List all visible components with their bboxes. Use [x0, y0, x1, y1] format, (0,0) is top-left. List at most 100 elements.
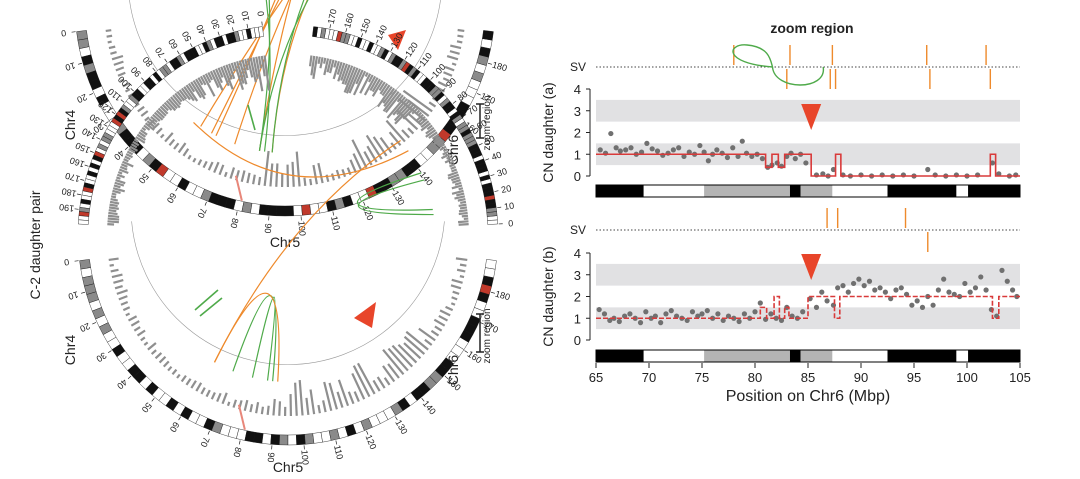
circos-b-chr4-tick-label: 20 — [224, 13, 236, 25]
circos-a-chr5-cn-bar — [388, 131, 402, 147]
circos-b-sv-short-link — [194, 289, 219, 311]
panel-b-data-point — [627, 311, 633, 317]
circos-b-chr6-cn-bar — [451, 176, 460, 182]
panel-b-x-tick-label: 70 — [642, 370, 656, 385]
circos-b-chr5-tick — [178, 416, 181, 421]
circos-b-chr6-cn-bar — [451, 189, 464, 195]
panel-a-data-point — [759, 156, 766, 162]
circos-b-chr5-cn-bar — [433, 318, 446, 327]
panel-b-band — [596, 263, 1020, 286]
circos-b-sv-link — [356, 172, 433, 211]
circos-b-chr4-cn-bar — [181, 87, 191, 101]
circos-b-chr5-tick-label: 0 — [64, 257, 70, 268]
circos-a-chr5-cn-bar — [263, 150, 270, 186]
circos-b-chr5-cn-bar — [120, 300, 129, 306]
panel-b-arrow — [801, 254, 822, 280]
circos-a-chr5-cn-bar — [330, 173, 335, 181]
circos-b-chr5-tick-label: 10 — [67, 289, 79, 301]
circos-b-chr4-tick — [96, 137, 101, 140]
circos-b-chr4-cn-bar — [183, 86, 195, 102]
circos-b-chr4-cn-bar — [108, 206, 119, 210]
circos-a-chr5-tick-label: 80 — [228, 217, 240, 229]
circos-b-chr4-cn-bar — [139, 129, 148, 136]
circos-b-chr6-tick — [471, 128, 475, 131]
circos-b-chr4-tick-label: 90 — [129, 65, 143, 79]
circos-b-chr4-cn-bar — [176, 91, 186, 102]
circos-b-chr4-cn-bar — [246, 58, 254, 78]
circos-b-chr6-cn-bar — [458, 211, 468, 216]
circos-a-chr5-tick — [418, 169, 422, 173]
circos-b-chr6-tick — [478, 143, 483, 146]
circos-b-chr6-cn-bar — [428, 131, 438, 139]
panel-a-data-point — [803, 160, 809, 166]
circos-b-chr4-cn-bar — [174, 92, 183, 103]
panel-b-data-point — [893, 287, 899, 293]
circos-a-chr5-tick-label: 110 — [329, 215, 342, 231]
panel-a-ideogram-band — [800, 185, 833, 197]
circos-a-chr5-tick-label: 20 — [75, 92, 88, 105]
circos-a-chr5-cn-bar — [192, 157, 197, 163]
circos-b-chr5-cn-bar — [336, 391, 344, 408]
panel-a-data-point — [676, 145, 682, 151]
circos-b-chr4-cn-bar — [116, 173, 125, 179]
circos-b-chr6-tick — [360, 33, 364, 38]
circos-a-chr5-cn-bar — [449, 50, 460, 55]
panel-b-x-tick-label: 75 — [695, 370, 709, 385]
circos-b-chr4-cn-bar — [161, 103, 169, 112]
circos-b-chr5-cn-bar — [176, 373, 181, 379]
circos-b-chr6-cn-bar — [344, 65, 354, 86]
circos-b-chr6-cn-bar — [371, 80, 384, 97]
circos-b-chr6-tick — [462, 114, 467, 117]
circos-b-chr6-cn-bar — [319, 57, 324, 69]
panel-b-data-point — [607, 317, 613, 324]
panel-b-data-point — [695, 313, 701, 319]
panel-a-data-point — [644, 140, 650, 146]
circos-b-chr6-cn-bar — [461, 214, 469, 218]
circos-plot-b: 0102030405060708090100110120130140150160… — [59, 8, 515, 465]
circos-b-chr6-cn-bar — [402, 105, 417, 120]
panel-b-data-point — [773, 315, 779, 321]
circos-b-chr4-cn-bar — [117, 171, 123, 175]
circos-b-chr4-cn-bar — [108, 211, 118, 216]
side-label: C-2 daughter pair — [27, 190, 43, 299]
circos-b-chr6-cn-bar — [377, 86, 393, 108]
circos-b-chr4-cn-bar — [190, 81, 202, 99]
circos-b-chr4-cn-bar — [126, 150, 134, 156]
circos-a-chr5-cn-bar — [111, 54, 124, 61]
panel-b-data-point — [689, 309, 696, 315]
circos-a-chr5-cn-bar — [450, 44, 462, 50]
panel-b-data-point — [757, 300, 763, 306]
circos-b-chr5-cn-bar — [255, 401, 260, 414]
circos-b-chr6-cn-bar — [458, 209, 468, 213]
circos-a-chr5-ideogram-band — [258, 204, 269, 216]
panel-b-data-point — [652, 313, 658, 319]
panel-b-y-tick-label: 2 — [574, 290, 581, 305]
circos-a-chr5-ideogram-band — [250, 203, 261, 215]
circos-b-chr4-cn-bar — [110, 195, 117, 199]
circos-b-chr5-cn-bar — [113, 278, 124, 284]
circos-b-chr4-tick — [152, 67, 156, 72]
circos-b-chr6-tick — [345, 28, 348, 33]
panel-a-data-point — [705, 158, 711, 164]
circos-b-chr4-cn-bar — [155, 109, 166, 119]
panel-b-data-point — [622, 313, 628, 319]
circos-b-sv-link — [357, 179, 434, 216]
panel-b-data-point — [962, 280, 968, 287]
circos-b-chr5-cn-bar — [424, 338, 433, 346]
circos-a-chr5-ideogram-band — [482, 30, 494, 41]
circos-b-chr6-cn-bar — [446, 155, 452, 160]
circos-b-chr6-tick — [485, 158, 490, 161]
circos-b-chr5-tick-label: 130 — [393, 418, 409, 436]
circos-a-chr5-ideogram-band — [267, 205, 277, 217]
panel-b-ideogram-band — [596, 350, 644, 362]
circos-b-chr5-tick-label: 20 — [78, 321, 91, 334]
circos-a-chr5-cn-bar — [240, 170, 246, 183]
circos-a-chr5-cn-bar — [437, 81, 448, 88]
panel-a-data-point — [623, 147, 629, 153]
circos-b-chr5-cn-bar — [154, 352, 163, 360]
circos-b-zoom-label: zoom region — [482, 308, 493, 363]
circos-b-chr6-cn-bar — [386, 96, 406, 119]
panel-a-data-point — [735, 153, 741, 160]
circos-a-chr5-tick — [487, 62, 493, 65]
circos-b-inner-guide-arc — [131, 221, 445, 365]
